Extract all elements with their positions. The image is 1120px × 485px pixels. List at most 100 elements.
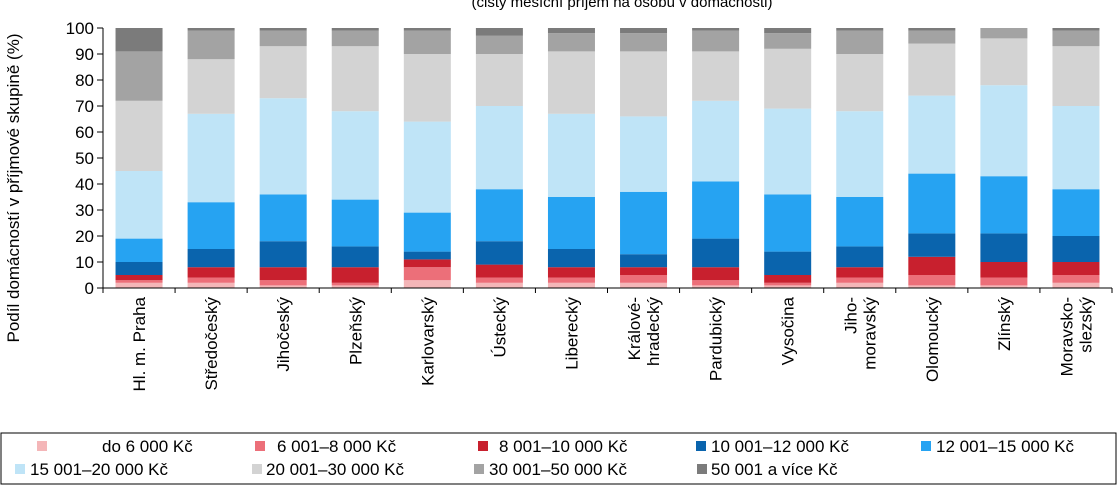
bar-segment — [908, 233, 956, 257]
bar-segment — [115, 238, 163, 262]
x-category-label: Olomoucký — [923, 297, 942, 383]
legend-swatch — [921, 441, 931, 451]
x-category-label: Středočeský — [202, 297, 221, 391]
bar-segment — [547, 197, 595, 249]
legend-entry-label: 30 001–50 000 Kč — [489, 460, 628, 479]
bar-segment — [836, 28, 884, 31]
bar-segment — [403, 259, 451, 268]
legend-swatch — [697, 464, 707, 474]
bar-segment — [259, 30, 307, 47]
bar-segment — [908, 30, 956, 44]
bar-segment — [620, 33, 668, 52]
bar-segment — [1052, 282, 1100, 288]
bar-segment — [259, 285, 307, 288]
bar-segment — [547, 33, 595, 52]
bar-segment — [547, 282, 595, 288]
bar-segment — [187, 30, 235, 60]
bar-segment — [836, 30, 884, 54]
bar-segment — [620, 275, 668, 283]
bar-segment — [259, 267, 307, 281]
y-tick-label: 90 — [75, 45, 94, 64]
y-tick-label: 70 — [75, 97, 94, 116]
bar-segment — [475, 54, 523, 106]
x-category-label: Jihočeský — [274, 297, 293, 372]
y-tick-label: 20 — [75, 227, 94, 246]
bar-segment — [1052, 28, 1100, 31]
bar-segment — [620, 191, 668, 255]
bar-segment — [331, 199, 379, 247]
bar-segment — [331, 46, 379, 112]
bar-segment — [187, 113, 235, 203]
bar-segment — [908, 28, 956, 31]
bar-segment — [620, 51, 668, 117]
bar-segment — [692, 280, 740, 286]
bar-segment — [547, 28, 595, 34]
bar-segment — [980, 277, 1028, 286]
legend-swatch — [37, 441, 47, 451]
bar-segment — [836, 246, 884, 268]
bar-segment — [1052, 189, 1100, 236]
bar-segment — [259, 46, 307, 99]
bar-segment — [764, 108, 812, 195]
bar-segment — [836, 111, 884, 197]
bar-segment — [259, 28, 307, 31]
bar-segment — [1052, 262, 1100, 275]
bar-segment — [403, 280, 451, 288]
bar-segment — [692, 28, 740, 31]
bar-segment — [980, 233, 1028, 262]
bar-segment — [836, 267, 884, 278]
chart-subtitle: (čistý měsíční příjem na osobu v domácno… — [472, 0, 773, 11]
bar-segment — [115, 171, 163, 239]
x-category-label: hradecký — [644, 297, 663, 366]
bar-segment — [331, 285, 379, 288]
bar-segment — [980, 285, 1028, 288]
bar-segment — [620, 28, 668, 34]
bar-segment — [475, 282, 523, 288]
bar-segment — [908, 95, 956, 174]
x-category-label: Hl. m. Praha — [130, 296, 149, 391]
bar-segment — [908, 173, 956, 234]
bar-segment — [547, 51, 595, 114]
bar-segment — [980, 262, 1028, 278]
bar-segment — [331, 246, 379, 268]
bar-segment — [1052, 236, 1100, 262]
bar-segment — [980, 38, 1028, 86]
legend-swatch — [15, 464, 25, 474]
bar-segment — [475, 264, 523, 278]
bar-segment — [331, 30, 379, 47]
legend-swatch — [255, 441, 265, 451]
bar-segment — [403, 267, 451, 281]
bar-segment — [187, 277, 235, 283]
legend-swatch — [696, 441, 706, 451]
bar-segment — [908, 275, 956, 286]
bar-segment — [115, 28, 163, 52]
bar-segment — [980, 28, 1028, 39]
bar-segment — [1052, 275, 1100, 283]
bar-segment — [187, 267, 235, 278]
bar-segment — [692, 267, 740, 281]
legend-entry-label: 6 001–8 000 Kč — [277, 437, 397, 456]
bar-segment — [331, 28, 379, 31]
bar-segment — [620, 282, 668, 288]
bar-segment — [331, 267, 379, 283]
bar-segment — [259, 280, 307, 286]
bar-segment — [259, 241, 307, 268]
y-tick-label: 60 — [75, 123, 94, 142]
bar-segment — [403, 121, 451, 213]
bar-segment — [475, 277, 523, 283]
legend-swatch — [252, 464, 262, 474]
bar-segment — [764, 48, 812, 109]
bar-segment — [836, 54, 884, 112]
bar-segment — [187, 249, 235, 268]
bar-segment — [764, 194, 812, 252]
bar-segment — [475, 35, 523, 54]
legend-entry-label: 50 001 a více Kč — [711, 460, 838, 479]
y-axis-label: Podíl domácností v příjmové skupině (%) — [4, 34, 23, 343]
x-axis-category-labels: Hl. m. Praha Středočeský Jihočeský Plzeňský… — [130, 296, 1095, 391]
bar-segment — [547, 249, 595, 268]
y-tick-label: 10 — [75, 253, 94, 272]
bar-segment — [764, 251, 812, 275]
bar-segment — [547, 277, 595, 283]
legend-box — [0, 432, 1117, 485]
bar-segment — [475, 189, 523, 242]
